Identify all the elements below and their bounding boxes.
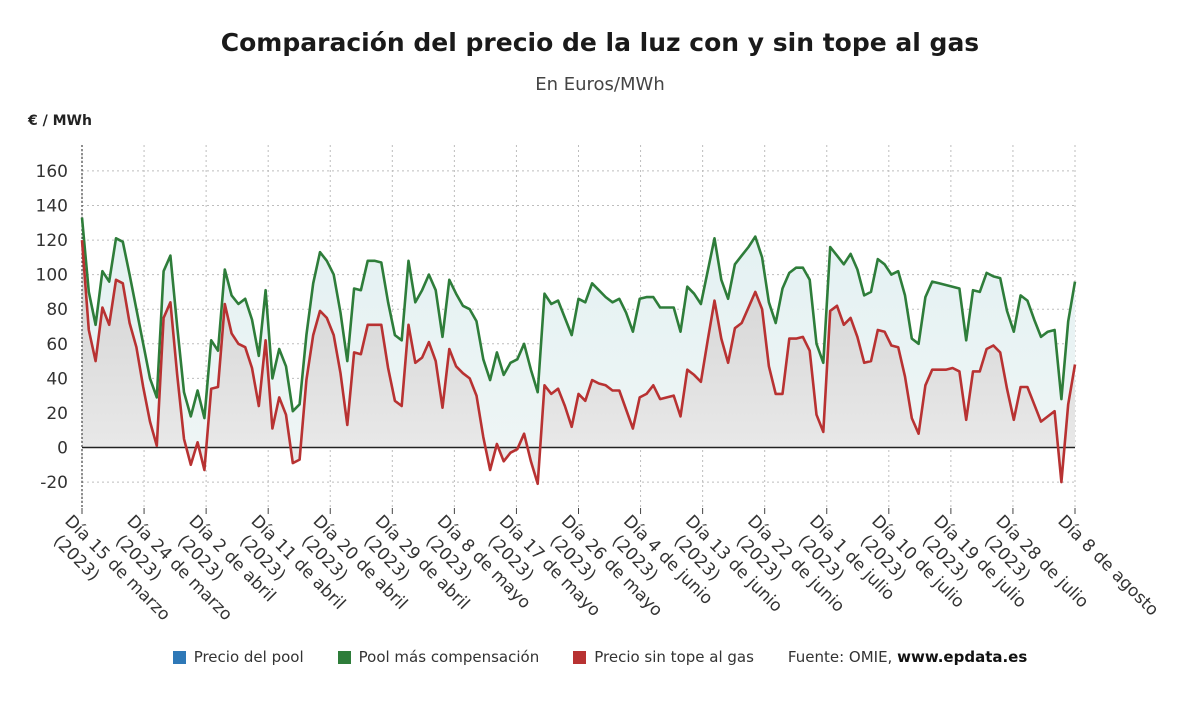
source-prefix: Fuente: OMIE,	[787, 648, 893, 666]
legend-label-pool: Precio del pool	[193, 648, 304, 666]
series-line-sin-tope	[80, 240, 1077, 486]
y-tick-label: 40	[46, 369, 68, 389]
series-line-pool-compensacion	[80, 217, 1077, 420]
y-tick-label: 0	[57, 439, 68, 459]
y-tick-label: -20	[40, 473, 68, 493]
y-tick-label: 100	[36, 266, 68, 286]
y-tick-label: 140	[36, 197, 68, 217]
y-tick-label: 60	[46, 335, 68, 355]
legend-item-pool[interactable]: Precio del pool	[172, 648, 304, 666]
y-tick-label: 80	[46, 300, 68, 320]
legend-swatch-pool	[172, 650, 186, 664]
legend-item-sin-tope[interactable]: Precio sin tope al gas	[573, 648, 754, 666]
chart-title: Comparación del precio de la luz con y s…	[220, 28, 980, 57]
x-tick-label: Día 8 de agosto	[1053, 511, 1162, 620]
legend-label-sin-tope: Precio sin tope al gas	[594, 648, 754, 666]
legend-swatch-sin-tope	[573, 650, 587, 664]
y-axis-unit-label: € / MWh	[28, 113, 92, 129]
legend-label-pool-compensacion: Pool más compensación	[358, 648, 540, 666]
legend-swatch-pool-compensacion	[337, 650, 351, 664]
source-site: www.epdata.es	[897, 648, 1028, 666]
y-tick-label: 160	[36, 162, 68, 182]
legend: Precio del pool Pool más compensación Pr…	[0, 648, 1200, 666]
y-tick-label: 120	[36, 231, 68, 251]
legend-item-pool-compensacion[interactable]: Pool más compensación	[337, 648, 540, 666]
area-sin-tope	[82, 240, 1075, 484]
chart-subtitle: En Euros/MWh	[535, 74, 665, 95]
y-tick-label: 20	[46, 404, 68, 424]
source-credit: Fuente: OMIE, www.epdata.es	[788, 648, 1027, 666]
